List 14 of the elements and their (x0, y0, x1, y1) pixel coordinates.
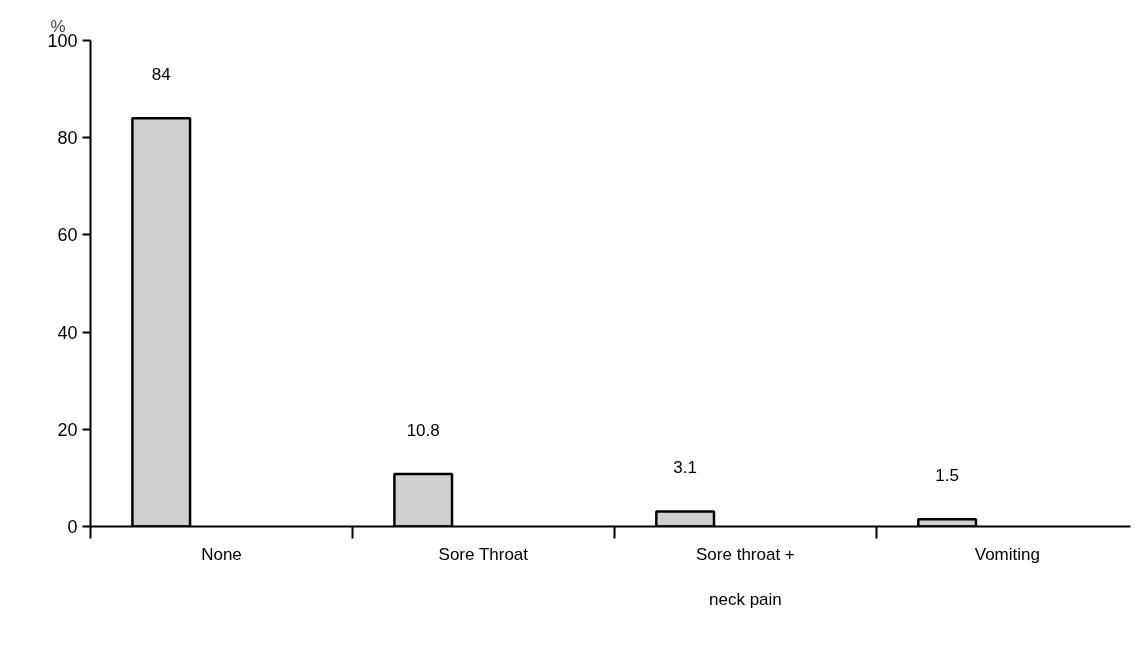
y-tick-label: 80 (57, 128, 78, 149)
y-tick-label: 100 (47, 31, 78, 51)
y-tick-label: 20 (57, 419, 78, 440)
y-tick-label: 0 (67, 517, 78, 537)
x-tick-label: Sore Throat (438, 544, 529, 564)
data-label: 10.8 (406, 421, 440, 441)
y-tick-label: 60 (57, 225, 78, 246)
x-tick-label: None (201, 544, 242, 564)
category-label: Sore throat + neck pain (696, 544, 795, 610)
data-label: 3.1 (673, 458, 697, 478)
data-label: 1.5 (935, 466, 959, 486)
data-label: 84 (151, 65, 171, 85)
y-tick-label: 40 (57, 322, 78, 343)
x-tick-label: Vomiting (974, 544, 1040, 564)
